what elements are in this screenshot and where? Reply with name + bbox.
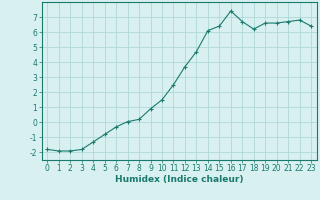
X-axis label: Humidex (Indice chaleur): Humidex (Indice chaleur): [115, 175, 244, 184]
